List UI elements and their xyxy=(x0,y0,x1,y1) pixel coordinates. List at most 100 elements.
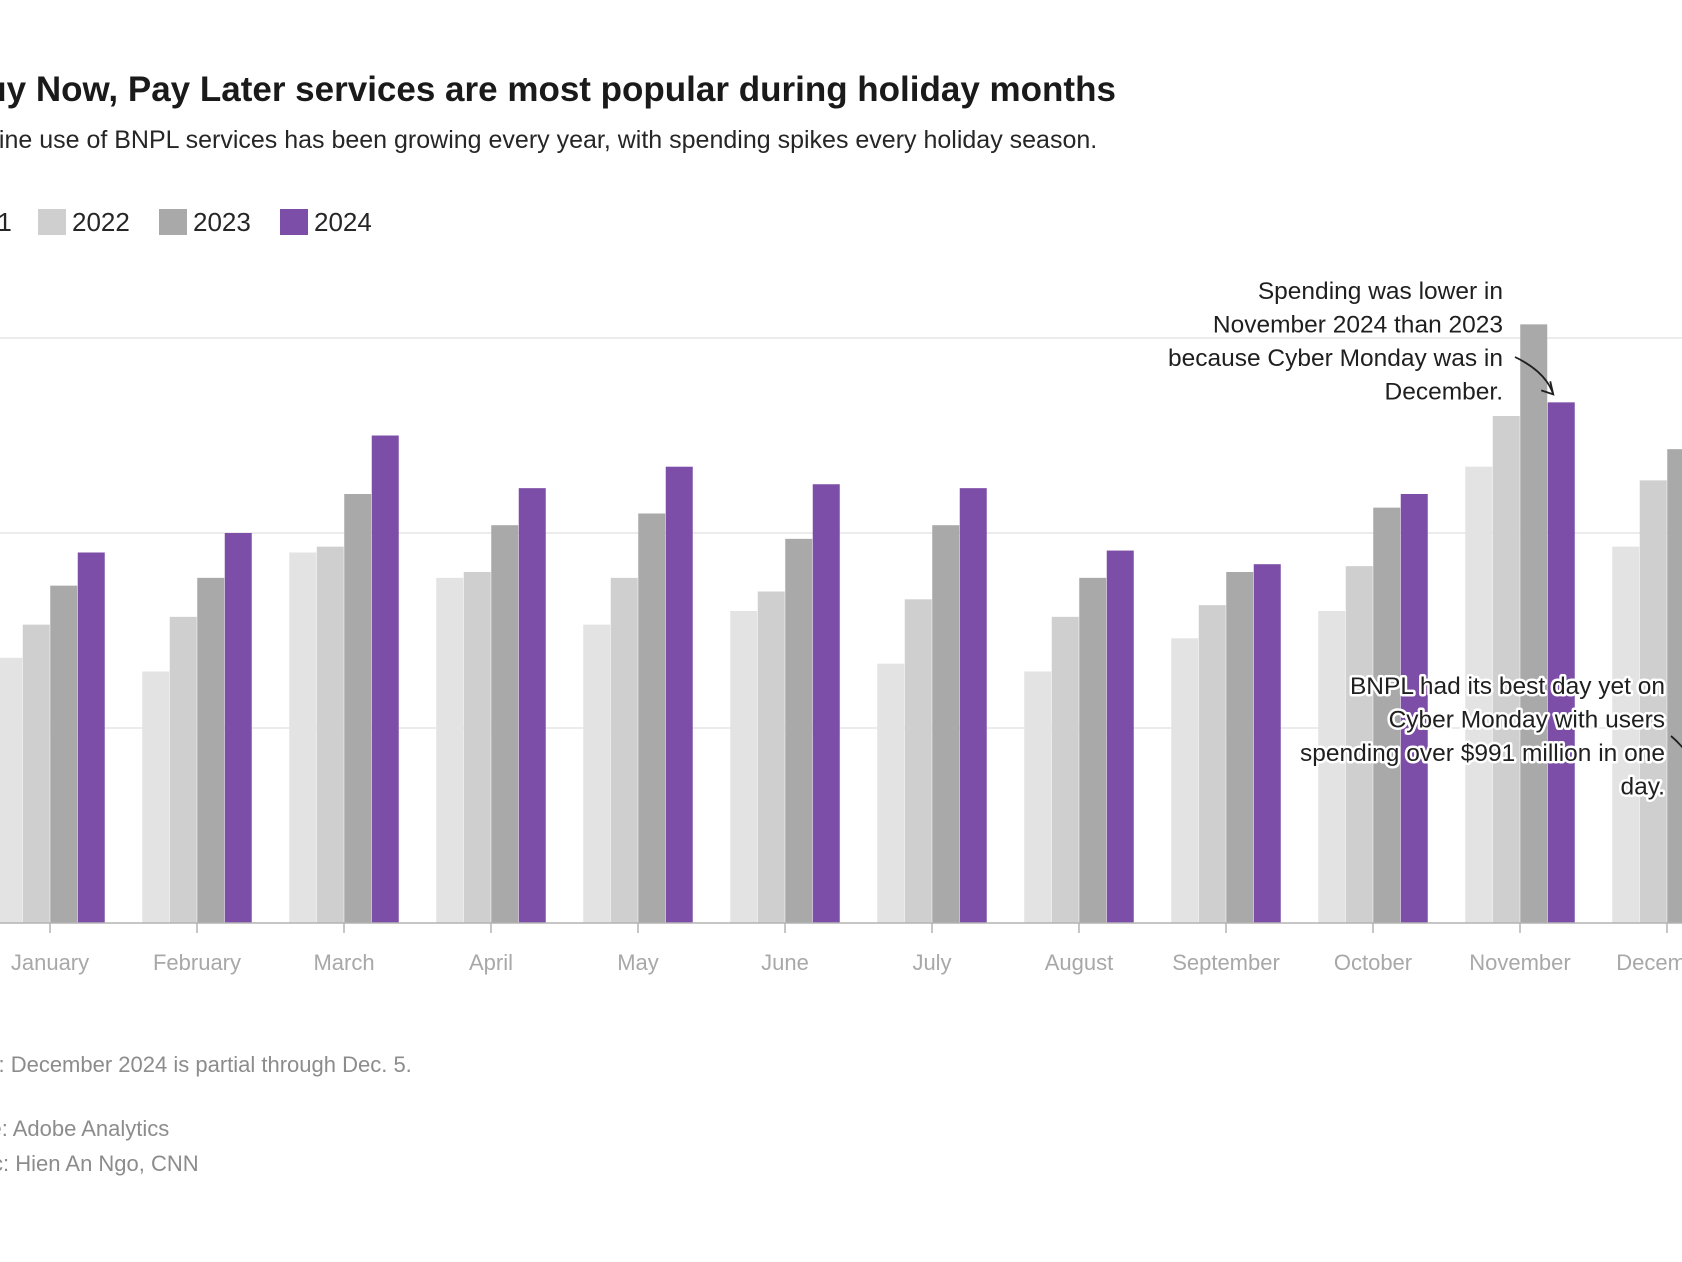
bar-2023-may xyxy=(638,513,666,923)
bar-2022-june xyxy=(757,591,785,923)
bar-group-november xyxy=(1465,324,1575,924)
bar-2024-september xyxy=(1253,564,1281,923)
annotation-december-line: BNPL had its best day yet on xyxy=(1350,673,1665,700)
bar-2023-june xyxy=(785,538,813,923)
source-credit: Source: Adobe Analytics xyxy=(0,1116,169,1141)
bar-group-february xyxy=(142,533,252,923)
bar-2022-september xyxy=(1198,605,1226,923)
x-tick-label-march: March xyxy=(313,950,374,975)
bar-2024-january xyxy=(77,552,105,923)
bar-2024-august xyxy=(1106,550,1134,923)
bar-2024-november xyxy=(1547,402,1575,924)
x-tick-label-february: February xyxy=(153,950,241,975)
bar-2022-march xyxy=(316,546,344,923)
annotation-arrow xyxy=(1670,735,1682,749)
bar-group-may xyxy=(583,466,693,923)
bar-2021-february xyxy=(142,671,170,923)
annotation-arrowhead xyxy=(1540,381,1555,396)
bar-2023-july xyxy=(932,525,960,923)
bar-2022-december xyxy=(1639,480,1667,923)
bar-group-january xyxy=(0,552,105,923)
bar-2024-april xyxy=(518,488,546,923)
bar-group-december xyxy=(1612,449,1682,923)
legend-label-2023: 2023 xyxy=(193,207,251,237)
bar-2023-february xyxy=(197,577,225,923)
bar-2022-february xyxy=(169,616,197,923)
bar-2022-july xyxy=(904,599,932,923)
bar-2023-november xyxy=(1520,324,1548,924)
chart-subtitle: Online use of BNPL services has been gro… xyxy=(0,126,1097,154)
bar-2021-august xyxy=(1024,671,1052,923)
x-tick-label-april: April xyxy=(469,950,513,975)
x-tick-label-november: November xyxy=(1469,950,1570,975)
bar-2024-october xyxy=(1400,494,1428,923)
x-tick-label-july: July xyxy=(912,950,951,975)
bar-2022-october xyxy=(1345,566,1373,923)
bar-2021-march xyxy=(289,552,317,923)
bar-group-july xyxy=(877,488,987,923)
footnote: Note: December 2024 is partial through D… xyxy=(0,1052,412,1077)
bar-2021-october xyxy=(1318,611,1346,923)
x-tick-label-august: August xyxy=(1045,950,1114,975)
x-tick-label-december: December xyxy=(1616,950,1682,975)
bar-2024-may xyxy=(665,466,693,923)
bar-group-march xyxy=(289,435,399,923)
bar-2021-january xyxy=(0,657,23,923)
bar-2021-april xyxy=(436,577,464,923)
legend-swatch-2022 xyxy=(38,209,66,235)
legend-label-2021: 2021 xyxy=(0,207,12,237)
chart-title: Buy Now, Pay Later services are most pop… xyxy=(0,70,1116,109)
bar-2021-november xyxy=(1465,466,1493,923)
annotation-november-line: because Cyber Monday was in xyxy=(1168,345,1503,372)
legend-swatch-2024 xyxy=(280,209,308,235)
legend-label-2024: 2024 xyxy=(314,207,372,237)
bar-2021-june xyxy=(730,611,758,923)
bar-2024-february xyxy=(224,533,252,923)
bar-2021-july xyxy=(877,663,905,923)
bar-2024-july xyxy=(959,488,987,923)
annotations: Spending was lower in November 2024 than … xyxy=(1168,278,1682,803)
bar-2024-march xyxy=(371,435,399,923)
bar-2022-april xyxy=(463,572,491,923)
legend-label-2022: 2022 xyxy=(72,207,130,237)
bar-2023-september xyxy=(1226,572,1254,923)
bar-2023-march xyxy=(344,494,372,923)
annotation-november-line: November 2024 than 2023 xyxy=(1213,312,1503,339)
bar-group-september xyxy=(1171,564,1281,923)
bar-group-august xyxy=(1024,550,1134,923)
x-tick-label-january: January xyxy=(11,950,89,975)
annotation-november: Spending was lower in November 2024 than … xyxy=(1168,278,1555,406)
legend-swatch-2023 xyxy=(159,209,187,235)
bar-group-april xyxy=(436,488,546,923)
bars xyxy=(0,324,1682,924)
bar-group-june xyxy=(730,484,840,923)
bar-2022-november xyxy=(1492,416,1520,923)
bar-2021-september xyxy=(1171,638,1199,923)
bar-2022-may xyxy=(610,577,638,923)
annotation-december-line: Cyber Monday with users xyxy=(1389,707,1665,734)
bar-2024-june xyxy=(812,484,840,923)
annotation-december-line: spending over $991 million in one xyxy=(1300,740,1665,767)
bar-2022-august xyxy=(1051,616,1079,923)
annotation-november-line: Spending was lower in xyxy=(1258,278,1503,305)
bar-2022-january xyxy=(22,624,50,923)
bar-2023-january xyxy=(50,585,78,923)
x-tick-label-june: June xyxy=(761,950,809,975)
annotation-november-line: December. xyxy=(1385,379,1503,406)
bar-2021-may xyxy=(583,624,611,923)
bar-group-october xyxy=(1318,494,1428,923)
graphic-credit: Graphic: Hien An Ngo, CNN xyxy=(0,1151,199,1176)
bar-2023-april xyxy=(491,525,519,923)
bar-2021-december xyxy=(1612,546,1640,923)
x-tick-label-september: September xyxy=(1172,950,1280,975)
x-tick-label-may: May xyxy=(617,950,659,975)
annotation-december-line: day. xyxy=(1621,774,1666,801)
bar-2023-october xyxy=(1373,507,1401,923)
x-tick-label-october: October xyxy=(1334,950,1412,975)
x-axis: January February March April May June July Augu… xyxy=(0,922,1682,975)
bar-2023-december xyxy=(1667,449,1682,923)
annotation-december: BNPL had its best day yet on Cyber Monday… xyxy=(1297,671,1682,803)
bar-2023-august xyxy=(1079,577,1107,923)
legend: 2021 2022 2023 2024 xyxy=(0,207,372,237)
